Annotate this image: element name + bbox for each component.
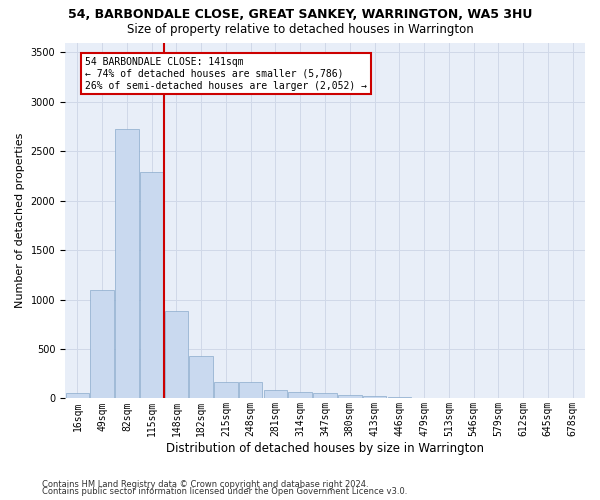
Y-axis label: Number of detached properties: Number of detached properties <box>15 133 25 308</box>
Bar <box>164 312 188 398</box>
Bar <box>264 390 287 398</box>
Bar <box>214 382 238 398</box>
Bar <box>363 396 386 398</box>
Bar <box>239 382 262 398</box>
Text: Size of property relative to detached houses in Warrington: Size of property relative to detached ho… <box>127 22 473 36</box>
Text: 54, BARBONDALE CLOSE, GREAT SANKEY, WARRINGTON, WA5 3HU: 54, BARBONDALE CLOSE, GREAT SANKEY, WARR… <box>68 8 532 20</box>
Bar <box>190 356 213 399</box>
Text: 54 BARBONDALE CLOSE: 141sqm
← 74% of detached houses are smaller (5,786)
26% of : 54 BARBONDALE CLOSE: 141sqm ← 74% of det… <box>85 58 367 90</box>
Bar <box>140 172 163 398</box>
Bar <box>313 394 337 398</box>
Text: Contains public sector information licensed under the Open Government Licence v3: Contains public sector information licen… <box>42 487 407 496</box>
Text: Contains HM Land Registry data © Crown copyright and database right 2024.: Contains HM Land Registry data © Crown c… <box>42 480 368 489</box>
X-axis label: Distribution of detached houses by size in Warrington: Distribution of detached houses by size … <box>166 442 484 455</box>
Bar <box>338 396 362 398</box>
Bar <box>65 393 89 398</box>
Bar <box>289 392 312 398</box>
Bar <box>91 290 114 399</box>
Bar <box>115 128 139 398</box>
